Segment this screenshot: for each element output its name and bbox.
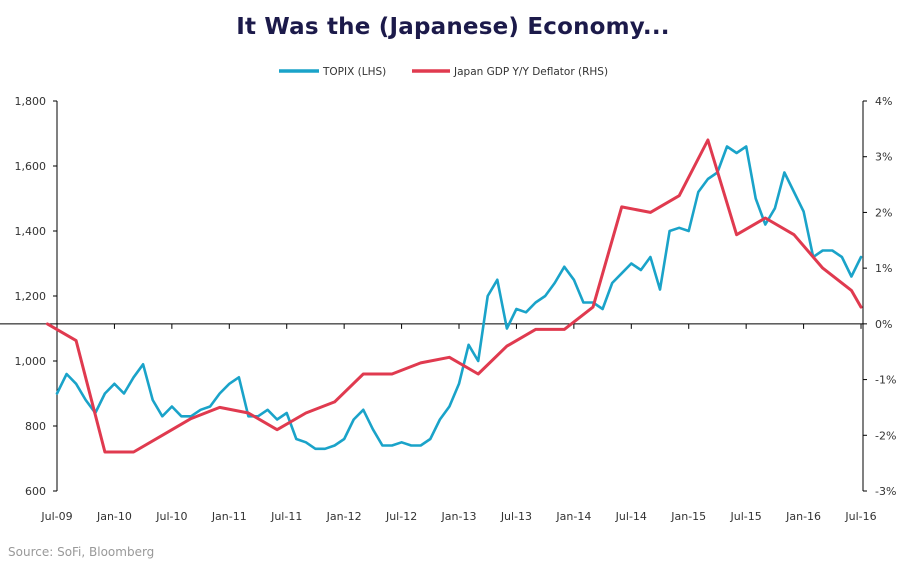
left-tick-label: 1,000 xyxy=(15,355,47,368)
x-tick-label: Jan-16 xyxy=(785,510,821,523)
right-tick-label: -1% xyxy=(875,374,896,387)
right-tick-label: 1% xyxy=(875,262,892,275)
x-tick-label: Jan-11 xyxy=(211,510,247,523)
legend-label: TOPIX (LHS) xyxy=(322,66,386,78)
right-tick-label: 2% xyxy=(875,206,892,219)
right-tick-label: 4% xyxy=(875,95,892,108)
x-tick-label: Jan-15 xyxy=(670,510,706,523)
legend-label: Japan GDP Y/Y Deflator (RHS) xyxy=(453,66,608,78)
right-tick-label: 0% xyxy=(875,318,892,331)
x-tick-label: Jan-12 xyxy=(326,510,362,523)
right-tick-label: -2% xyxy=(875,429,896,442)
left-tick-label: 1,200 xyxy=(15,290,47,303)
x-tick-label: Jul-12 xyxy=(385,510,417,523)
left-tick-label: 800 xyxy=(25,420,46,433)
x-tick-label: Jan-10 xyxy=(96,510,132,523)
left-tick-label: 1,600 xyxy=(15,160,47,173)
x-tick-label: Jul-16 xyxy=(844,510,876,523)
x-tick-label: Jul-13 xyxy=(500,510,532,523)
x-tick-label: Jan-13 xyxy=(441,510,477,523)
series-line-topix xyxy=(55,145,863,451)
legend: TOPIX (LHS) Japan GDP Y/Y Deflator (RHS) xyxy=(279,66,608,78)
x-tick-label: Jul-09 xyxy=(40,510,72,523)
left-tick-label: 600 xyxy=(25,485,46,498)
left-tick-label: 1,800 xyxy=(15,95,47,108)
x-tick-label: Jul-10 xyxy=(155,510,187,523)
source-note: Source: SoFi, Bloomberg xyxy=(8,545,155,559)
left-tick-label: 1,400 xyxy=(15,225,47,238)
right-tick-label: 3% xyxy=(875,151,892,164)
chart-title: It Was the (Japanese) Economy... xyxy=(236,14,670,40)
axes: 600 800 1,000 1,200 1,400 1,600 1,800 -3% -2% -1%… xyxy=(0,95,896,523)
series-layer xyxy=(45,138,863,454)
x-tick-label: Jul-15 xyxy=(730,510,762,523)
right-tick-label: -3% xyxy=(875,485,896,498)
series-line-gdp-deflator xyxy=(45,138,863,454)
x-tick-label: Jan-14 xyxy=(555,510,591,523)
x-tick-label: Jul-11 xyxy=(270,510,302,523)
x-tick-label: Jul-14 xyxy=(615,510,647,523)
